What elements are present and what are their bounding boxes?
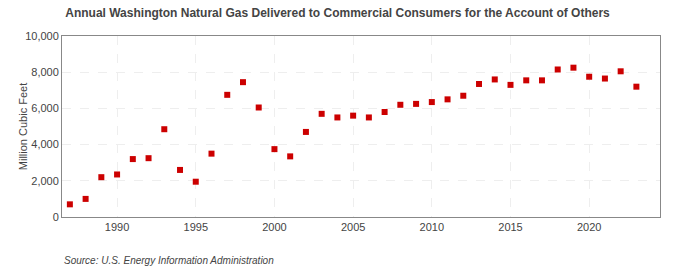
svg-text:2010: 2010	[420, 221, 444, 233]
svg-text:4,000: 4,000	[31, 138, 59, 150]
svg-text:Annual Washington Natural Gas: Annual Washington Natural Gas Delivered …	[65, 6, 610, 20]
svg-text:Million Cubic Feet: Million Cubic Feet	[17, 83, 29, 170]
svg-text:2005: 2005	[341, 221, 365, 233]
svg-text:8,000: 8,000	[31, 66, 59, 78]
svg-text:1990: 1990	[105, 221, 129, 233]
svg-text:0: 0	[53, 211, 59, 223]
svg-text:2000: 2000	[262, 221, 286, 233]
svg-text:10,000: 10,000	[25, 30, 59, 42]
svg-text:2020: 2020	[577, 221, 601, 233]
svg-text:2015: 2015	[498, 221, 522, 233]
svg-text:2,000: 2,000	[31, 175, 59, 187]
svg-text:1995: 1995	[184, 221, 208, 233]
svg-text:6,000: 6,000	[31, 102, 59, 114]
svg-text:Source: U.S. Energy Informatio: Source: U.S. Energy Information Administ…	[64, 255, 274, 266]
